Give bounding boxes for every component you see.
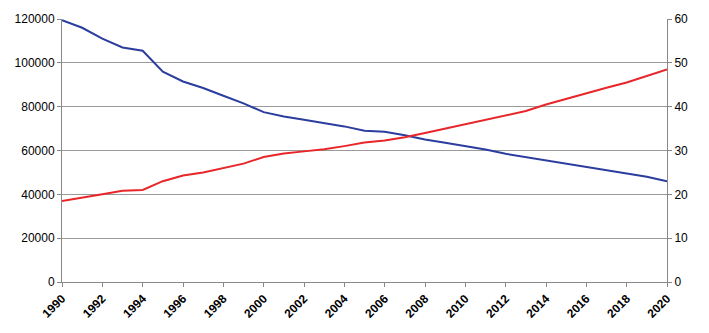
svg-text:2004: 2004 <box>322 292 351 321</box>
svg-text:50: 50 <box>674 56 688 70</box>
svg-text:1998: 1998 <box>201 292 230 321</box>
svg-text:40000: 40000 <box>21 188 55 202</box>
svg-text:1996: 1996 <box>161 292 190 321</box>
svg-text:1992: 1992 <box>80 292 109 321</box>
svg-text:2006: 2006 <box>362 292 391 321</box>
svg-text:2016: 2016 <box>564 292 593 321</box>
svg-text:80000: 80000 <box>21 100 55 114</box>
svg-text:2012: 2012 <box>483 292 512 321</box>
svg-text:20000: 20000 <box>21 231 55 245</box>
svg-text:2008: 2008 <box>403 292 432 321</box>
svg-text:1990: 1990 <box>40 292 69 321</box>
svg-text:2010: 2010 <box>443 292 472 321</box>
svg-text:2002: 2002 <box>282 292 311 321</box>
svg-text:60: 60 <box>674 12 688 26</box>
svg-text:1994: 1994 <box>120 292 149 321</box>
svg-text:2020: 2020 <box>645 292 674 321</box>
svg-text:0: 0 <box>48 275 55 289</box>
svg-text:20: 20 <box>674 188 688 202</box>
svg-text:2018: 2018 <box>604 292 633 321</box>
svg-text:120000: 120000 <box>15 12 55 26</box>
svg-text:30: 30 <box>674 144 688 158</box>
svg-text:0: 0 <box>674 275 681 289</box>
svg-text:60000: 60000 <box>21 144 55 158</box>
svg-text:2014: 2014 <box>524 292 553 321</box>
svg-text:40: 40 <box>674 100 688 114</box>
svg-text:10: 10 <box>674 231 688 245</box>
svg-text:2000: 2000 <box>241 292 270 321</box>
svg-text:100000: 100000 <box>15 56 55 70</box>
